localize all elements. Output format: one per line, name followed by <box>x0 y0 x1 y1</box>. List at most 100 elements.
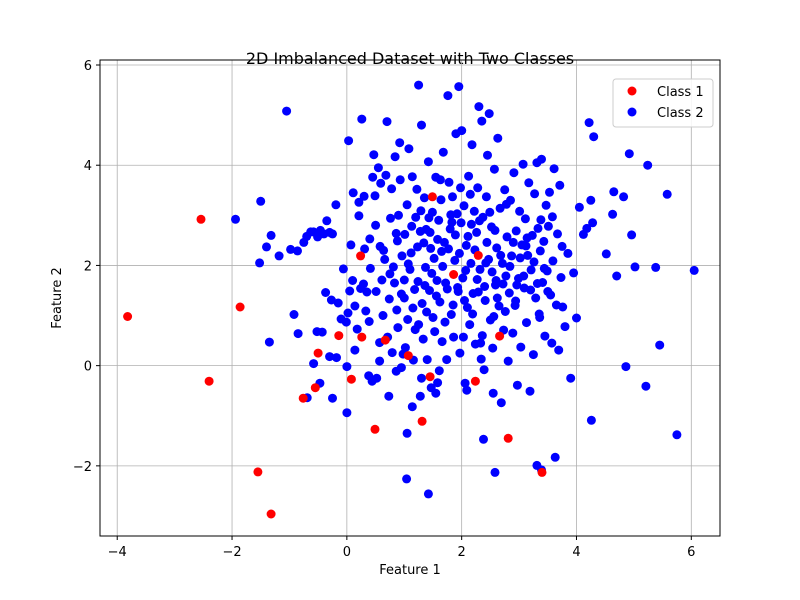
class-2-point <box>572 313 581 323</box>
class-2-point <box>484 109 494 119</box>
class-2-point <box>574 202 584 212</box>
class-2-point <box>422 355 432 365</box>
class-2-point <box>440 317 450 327</box>
class-2-point <box>461 240 471 250</box>
class-1-point <box>253 467 263 477</box>
class-2-point <box>390 152 400 162</box>
class-2-point <box>435 175 445 185</box>
legend: Class 1 Class 2 <box>612 78 714 128</box>
y-tick-label: 2 <box>84 259 92 274</box>
class-2-point <box>502 232 512 242</box>
class-2-point <box>382 117 392 127</box>
class-2-point <box>426 243 436 253</box>
class-2-point <box>346 240 356 250</box>
class-2-point <box>431 388 441 398</box>
class-2-point <box>365 263 375 273</box>
x-axis-label: Feature 1 <box>379 563 441 578</box>
class-2-point <box>446 210 456 220</box>
class-2-point <box>380 254 390 264</box>
class-2-point <box>397 251 407 261</box>
class-2-point <box>448 192 457 202</box>
class-2-point <box>466 219 476 229</box>
class-2-point <box>503 356 513 366</box>
class-2-point <box>360 244 370 254</box>
class-2-point <box>526 265 536 275</box>
class-2-point <box>488 388 498 398</box>
class-2-point <box>508 237 518 247</box>
class-2-point <box>463 231 473 241</box>
class-2-point <box>442 284 452 294</box>
class-2-point <box>553 229 562 239</box>
class-2-point <box>364 317 374 326</box>
class-2-point <box>442 355 452 365</box>
class-2-point <box>479 434 488 444</box>
class-2-point <box>342 408 352 418</box>
class-2-point <box>255 258 265 268</box>
class-2-point <box>539 236 549 246</box>
class-2-point <box>462 303 472 312</box>
class-2-point <box>328 229 337 239</box>
class-2-point <box>519 271 529 281</box>
class-2-point <box>540 331 550 341</box>
class-2-point <box>512 280 522 290</box>
class-2-point <box>289 310 299 319</box>
class-2-point <box>529 257 539 267</box>
class-2-point <box>641 381 651 391</box>
class-2-point <box>357 114 367 124</box>
class-2-point <box>492 243 502 253</box>
class-2-point <box>555 180 565 190</box>
class-2-point <box>476 354 486 364</box>
class-2-point <box>460 296 469 305</box>
class-2-point <box>525 386 535 396</box>
legend-box <box>612 78 714 128</box>
class-1-point <box>449 270 459 279</box>
class-1-point <box>235 302 245 312</box>
chart-title: 2D Imbalanced Dataset with Two Classes <box>246 49 574 68</box>
class-2-point <box>274 251 284 261</box>
class-2-point <box>370 191 380 201</box>
class-2-point <box>492 293 502 303</box>
class-2-point <box>415 391 425 401</box>
legend-marker-class-1 <box>627 86 637 96</box>
class-2-point <box>446 310 456 319</box>
class-1-point <box>503 433 513 443</box>
class-2-point <box>477 331 487 341</box>
class-2-point <box>563 248 573 258</box>
class-2-point <box>403 259 413 269</box>
class-2-point <box>423 157 433 167</box>
class-2-point <box>627 230 637 240</box>
class-2-point <box>282 106 292 116</box>
class-2-point <box>539 263 549 273</box>
class-2-point <box>395 175 405 185</box>
class-2-point <box>569 268 579 278</box>
class-1-point <box>537 467 547 477</box>
class-2-point <box>406 248 416 258</box>
class-2-point <box>490 467 500 477</box>
class-2-point <box>400 229 410 239</box>
class-2-point <box>621 362 631 372</box>
class-2-point <box>458 273 468 283</box>
class-2-point <box>424 213 434 223</box>
x-tick-label: 2 <box>458 545 466 560</box>
class-1-point <box>425 372 435 382</box>
class-2-point <box>651 262 661 272</box>
class-2-point <box>541 200 551 210</box>
x-tick-label: −2 <box>222 545 241 560</box>
class-2-point <box>490 225 500 235</box>
class-2-point <box>437 246 447 256</box>
class-2-point <box>342 362 352 372</box>
x-tick-label: −4 <box>108 545 127 560</box>
class-1-point <box>346 374 356 384</box>
class-2-point <box>430 327 440 337</box>
class-2-point <box>361 306 371 316</box>
class-2-point <box>391 228 401 238</box>
x-tick-label: 6 <box>687 545 695 560</box>
axis-ticks: −4 −2 0 2 4 6 −2 0 2 4 6 <box>73 59 696 560</box>
class-2-point <box>475 264 485 274</box>
class-2-point <box>417 373 426 383</box>
class-2-point <box>419 193 429 203</box>
class-2-point <box>375 356 385 366</box>
class-2-point <box>338 264 348 274</box>
class-2-point <box>496 398 506 408</box>
class-2-point <box>354 197 364 207</box>
